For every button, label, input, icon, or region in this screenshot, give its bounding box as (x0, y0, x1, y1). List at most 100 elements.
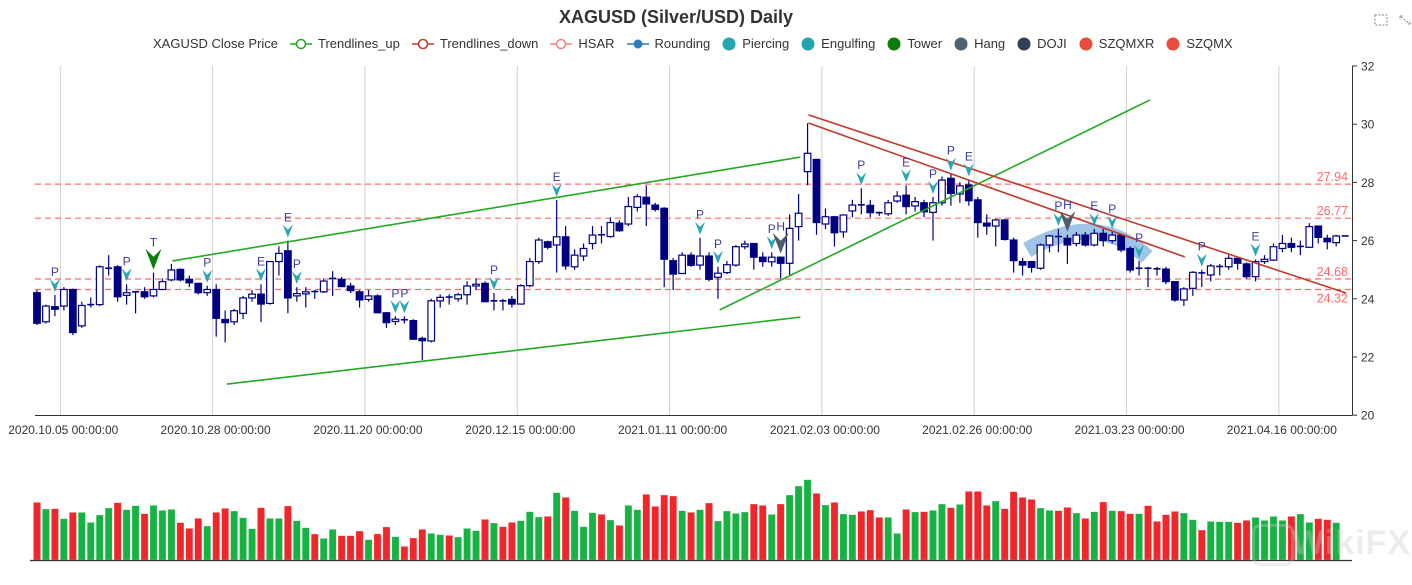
piercing-marker (945, 157, 956, 171)
pattern-label: P (391, 286, 399, 300)
volume-bar (1117, 510, 1126, 561)
volume-bar (59, 518, 68, 561)
candle (740, 240, 749, 250)
volume-bar (973, 491, 982, 561)
candle-body (534, 239, 543, 263)
candle (355, 290, 364, 308)
watermark: WikiFX (1292, 524, 1412, 562)
legend-item-hang[interactable]: Hang (954, 36, 1005, 51)
volume-bar (1144, 505, 1152, 561)
legend-item-piercing[interactable]: Piercing (722, 36, 789, 51)
hsar-label: 24.68 (1317, 265, 1348, 279)
volume-bar (275, 518, 283, 561)
legend-item-szqmx[interactable]: SZQMX (1166, 36, 1233, 51)
legend-label: XAGUSD Close Price (153, 36, 278, 51)
volume-bar (454, 536, 463, 561)
volume-bar (149, 505, 158, 561)
candle-body (158, 281, 167, 291)
x-tick-label: 2020.10.05 00:00:00 (8, 423, 118, 437)
candle-body (176, 268, 185, 281)
volume-bar (776, 503, 785, 561)
candle-body (767, 256, 776, 263)
candle-body (1099, 232, 1108, 242)
volume-bar (1179, 512, 1188, 561)
legend-label: Engulfing (821, 36, 876, 51)
legend-item-trendlines-down[interactable]: Trendlines_down (411, 36, 538, 51)
candle-body (884, 202, 893, 215)
pattern-label: E (1090, 199, 1098, 213)
candle-body (758, 256, 767, 263)
candle (481, 281, 489, 303)
engulfing-marker (1250, 243, 1261, 257)
piercing-marker (695, 221, 706, 235)
legend-item-tower[interactable]: Tower (887, 36, 942, 51)
volume-bar (714, 520, 722, 561)
legend-circle-icon (1166, 37, 1180, 50)
legend-item-engulfing[interactable]: Engulfing (801, 36, 875, 51)
candle (275, 246, 283, 276)
legend-item-xagusd-close-price[interactable]: XAGUSD Close Price (153, 36, 278, 51)
trendline-up (226, 316, 801, 385)
candle (105, 255, 113, 276)
candle-body (391, 318, 400, 323)
pin-arrow-icon (1059, 210, 1076, 232)
volume-bar (481, 519, 489, 561)
candle-body (266, 260, 274, 305)
pin-arrow-icon (145, 248, 162, 270)
candle (122, 284, 131, 305)
volume-bar (113, 502, 122, 561)
legend-circle-icon (1079, 37, 1093, 50)
legend-item-trendlines-up[interactable]: Trendlines_up (289, 36, 400, 51)
data-zoom-icon[interactable] (1374, 13, 1388, 27)
candle (1018, 258, 1027, 276)
volume-bar (812, 493, 821, 561)
legend-item-rounding[interactable]: Rounding (626, 36, 710, 51)
piercing-marker (1053, 212, 1064, 226)
candle-body (472, 283, 480, 287)
volume-bar (1171, 511, 1179, 561)
pin-arrow-icon (1089, 212, 1100, 226)
volume-bar (911, 511, 919, 561)
y-tick-label: 26 (1361, 234, 1375, 248)
candle (418, 336, 427, 360)
volume-bar (230, 510, 239, 561)
volume-bar (472, 530, 480, 561)
candle (292, 287, 301, 302)
candle (51, 295, 59, 317)
legend-item-doji[interactable]: DOJI (1017, 36, 1067, 51)
volume-bar (257, 507, 265, 561)
candle (624, 196, 633, 227)
volume-bar (176, 522, 185, 561)
zoom-reset-icon[interactable] (1398, 13, 1412, 27)
legend-line-icon (411, 38, 434, 49)
candle-body (669, 260, 678, 275)
candle-body (624, 205, 633, 225)
volume-bar (33, 502, 41, 561)
candle (767, 252, 776, 267)
candle-body (893, 195, 902, 202)
candle-body (275, 252, 283, 263)
candle (1045, 234, 1054, 253)
volume-bar (409, 537, 418, 561)
candle-body (920, 202, 928, 213)
volume-bar (857, 511, 866, 561)
watermark-logo (1252, 524, 1294, 566)
pattern-label: E (284, 211, 292, 225)
pin-arrow-icon (1107, 215, 1118, 229)
y-tick-label: 24 (1361, 292, 1375, 306)
candle-body (1018, 260, 1027, 266)
volume-bar (158, 510, 167, 561)
legend-item-szqmxr[interactable]: SZQMXR (1079, 36, 1154, 51)
volume-bar (1009, 491, 1018, 561)
volume-bar (1099, 501, 1108, 561)
candle-body (606, 221, 615, 238)
volume-bar (436, 534, 445, 561)
legend-item-hsar[interactable]: HSAR (550, 36, 615, 51)
candle (731, 244, 740, 267)
y-tick-label: 32 (1361, 60, 1375, 74)
candle (982, 214, 991, 235)
candle-body (33, 292, 41, 324)
candle-body (911, 201, 919, 207)
candle (1153, 266, 1161, 276)
piercing-marker (291, 271, 302, 285)
